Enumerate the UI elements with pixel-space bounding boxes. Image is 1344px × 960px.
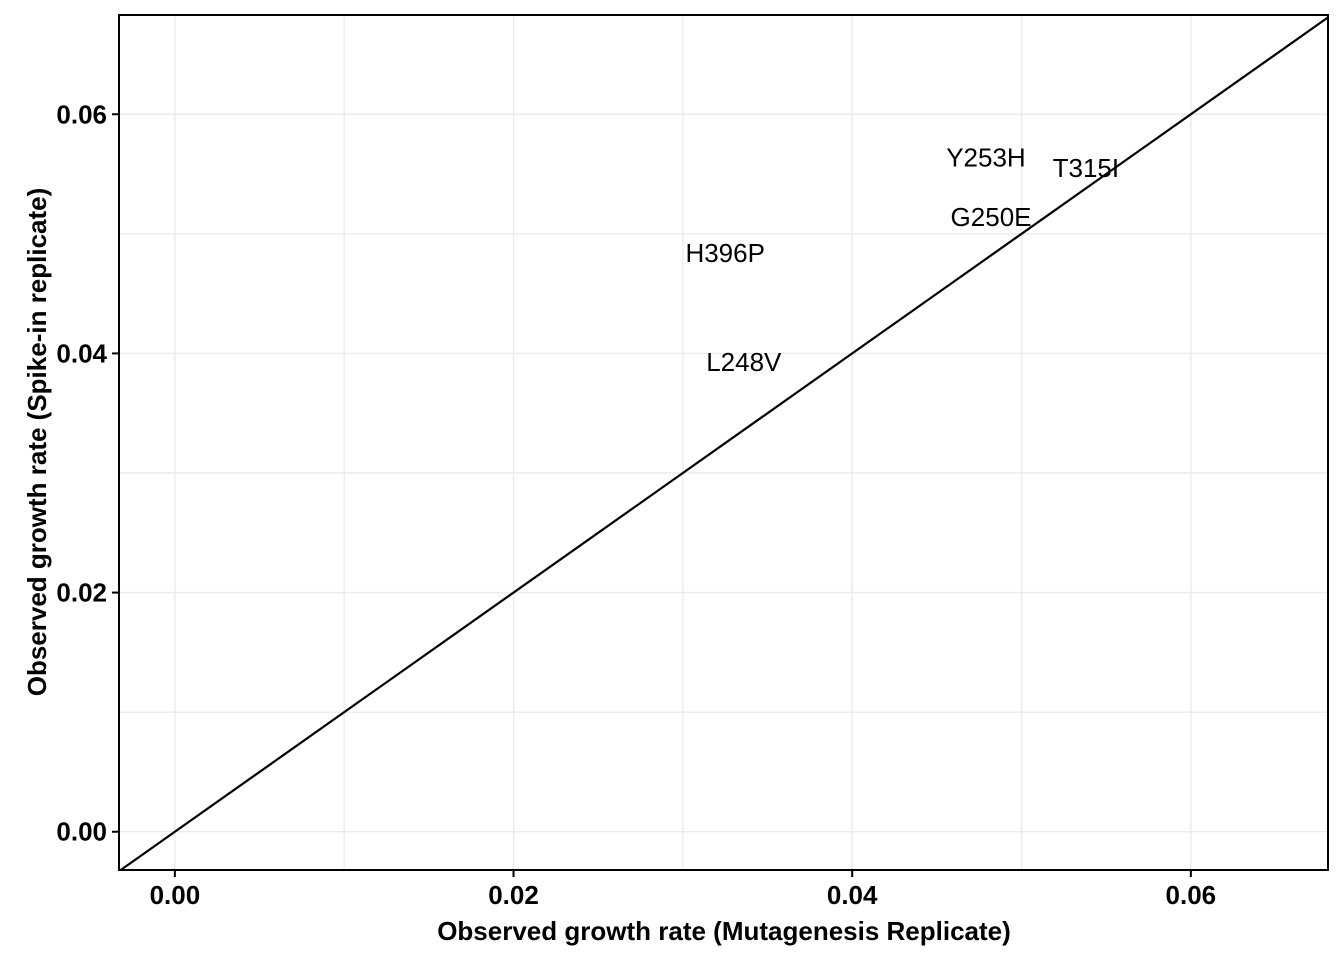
grid bbox=[119, 15, 1328, 870]
y-tick-label: 0.04 bbox=[56, 338, 107, 368]
y-tick-label: 0.02 bbox=[56, 578, 107, 608]
point-label-g250e: G250E bbox=[951, 202, 1032, 232]
x-axis-ticks: 0.00 0.02 0.04 0.06 bbox=[150, 870, 1217, 910]
x-axis-title: Observed growth rate (Mutagenesis Replic… bbox=[437, 916, 1011, 946]
identity-line-layer bbox=[120, 16, 1329, 871]
point-label-t315i: T315I bbox=[1053, 153, 1120, 183]
x-tick-label: 0.02 bbox=[488, 880, 539, 910]
x-tick-label: 0.06 bbox=[1166, 880, 1217, 910]
point-label-y253h: Y253H bbox=[946, 142, 1026, 172]
plot-panel-border bbox=[118, 14, 1329, 871]
y-tick-label: 0.06 bbox=[56, 99, 107, 129]
x-tick-label: 0.04 bbox=[827, 880, 878, 910]
identity-line bbox=[120, 16, 1329, 871]
point-label-h396p: H396P bbox=[685, 238, 765, 268]
y-axis-ticks: 0.00 0.02 0.04 0.06 bbox=[56, 99, 119, 847]
point-label-l248v: L248V bbox=[706, 347, 782, 377]
point-labels: Y253H T315I G250E H396P L248V bbox=[685, 142, 1119, 376]
y-axis-title: Observed growth rate (Spike-in replicate… bbox=[22, 188, 52, 697]
y-tick-label: 0.00 bbox=[56, 817, 107, 847]
x-tick-label: 0.00 bbox=[150, 880, 201, 910]
